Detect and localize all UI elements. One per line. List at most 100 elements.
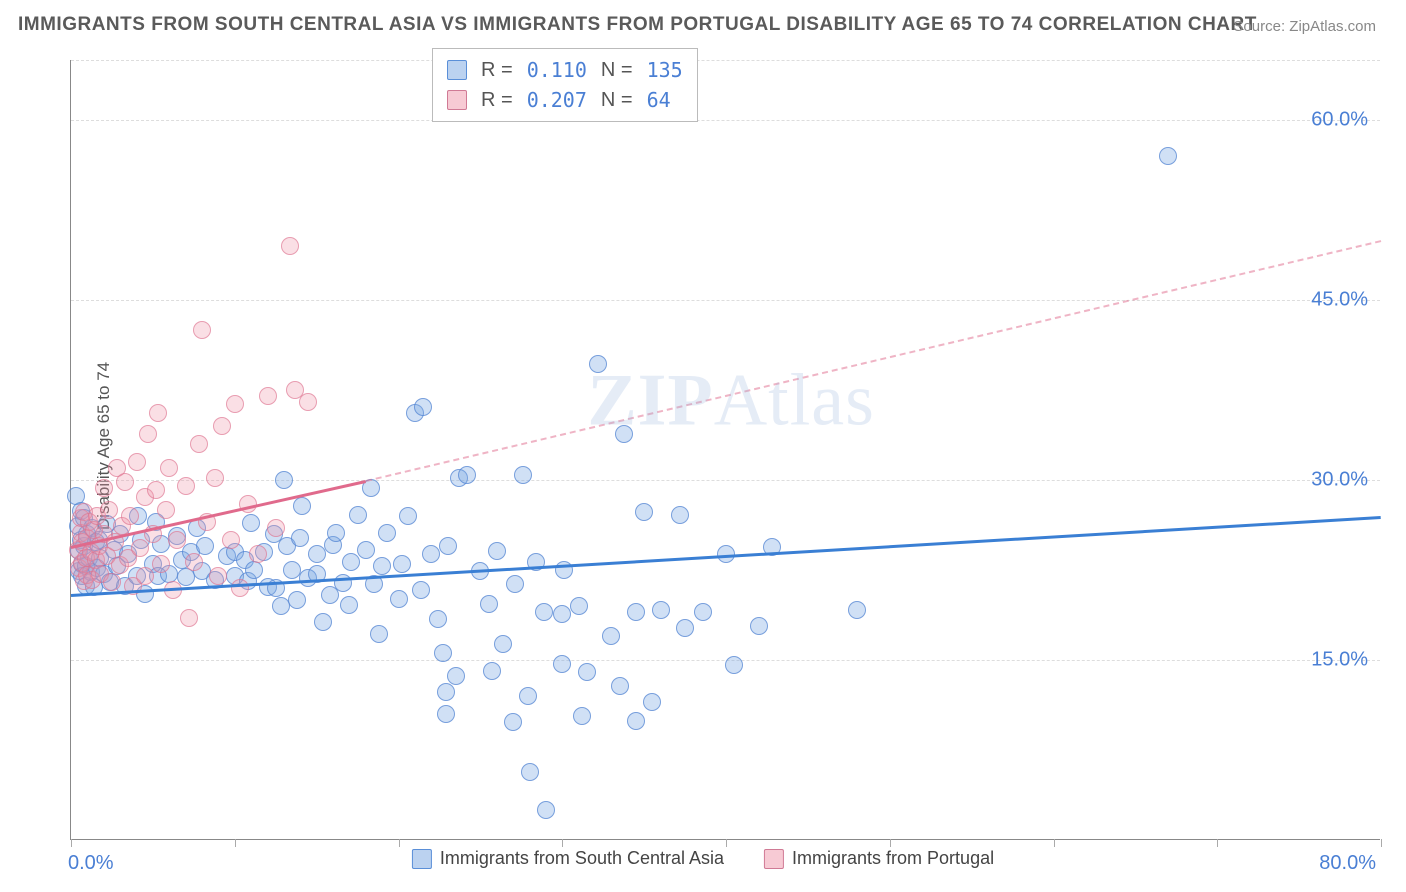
scatter-point [149, 404, 167, 422]
scatter-point [422, 545, 440, 563]
scatter-point [226, 395, 244, 413]
scatter-point [750, 617, 768, 635]
scatter-point [676, 619, 694, 637]
scatter-point [259, 387, 277, 405]
scatter-point [535, 603, 553, 621]
scatter-point [458, 466, 476, 484]
scatter-point [414, 398, 432, 416]
x-tick [235, 839, 236, 847]
scatter-point [128, 453, 146, 471]
y-tick-label: 15.0% [1311, 649, 1368, 672]
x-tick [726, 839, 727, 847]
legend-label-1: Immigrants from South Central Asia [440, 848, 724, 869]
legend-stats-row-1: R = 0.110 N = 135 [447, 55, 683, 85]
scatter-point [168, 531, 186, 549]
r-value-1: 0.110 [527, 55, 587, 85]
scatter-point [373, 557, 391, 575]
scatter-point [437, 705, 455, 723]
scatter-point [627, 712, 645, 730]
scatter-point [519, 687, 537, 705]
chart-container: IMMIGRANTS FROM SOUTH CENTRAL ASIA VS IM… [0, 0, 1406, 892]
scatter-point [521, 763, 539, 781]
scatter-point [206, 469, 224, 487]
legend-stats-box: R = 0.110 N = 135 R = 0.207 N = 64 [432, 48, 698, 122]
x-tick [890, 839, 891, 847]
gridline [71, 300, 1380, 301]
legend-bottom: Immigrants from South Central Asia Immig… [412, 848, 994, 869]
scatter-point [393, 555, 411, 573]
gridline [71, 480, 1380, 481]
scatter-point [314, 613, 332, 631]
scatter-point [340, 596, 358, 614]
scatter-point [160, 459, 178, 477]
scatter-point [480, 595, 498, 613]
scatter-point [488, 542, 506, 560]
scatter-point [504, 713, 522, 731]
scatter-point [399, 507, 417, 525]
x-tick [399, 839, 400, 847]
legend-label-2: Immigrants from Portugal [792, 848, 994, 869]
scatter-point [283, 561, 301, 579]
gridline [71, 120, 1380, 121]
scatter-point [652, 601, 670, 619]
scatter-point [627, 603, 645, 621]
scatter-point [131, 539, 149, 557]
plot-area: 15.0%30.0%45.0%60.0% [70, 60, 1380, 840]
scatter-point [190, 435, 208, 453]
trendline [366, 240, 1382, 482]
x-tick [71, 839, 72, 847]
scatter-point [437, 683, 455, 701]
y-tick-label: 30.0% [1311, 469, 1368, 492]
r-label-2: R = [481, 85, 513, 115]
gridline [71, 60, 1380, 61]
scatter-point [553, 655, 571, 673]
scatter-point [611, 677, 629, 695]
scatter-point [578, 663, 596, 681]
scatter-point [308, 545, 326, 563]
scatter-point [95, 479, 113, 497]
source-label: Source: [1233, 18, 1285, 35]
scatter-point [193, 321, 211, 339]
x-tick [562, 839, 563, 847]
scatter-point [288, 591, 306, 609]
scatter-point [514, 466, 532, 484]
scatter-point [357, 541, 375, 559]
scatter-point [434, 644, 452, 662]
source-attribution: Source: ZipAtlas.com [1233, 18, 1376, 35]
n-value-1: 135 [647, 55, 683, 85]
x-max-label: 80.0% [1319, 852, 1376, 875]
scatter-point [100, 501, 118, 519]
scatter-point [196, 537, 214, 555]
x-tick [1054, 839, 1055, 847]
swatch-blue-icon [447, 60, 467, 80]
scatter-point [185, 553, 203, 571]
scatter-point [483, 662, 501, 680]
scatter-point [157, 501, 175, 519]
scatter-point [429, 610, 447, 628]
scatter-point [439, 537, 457, 555]
scatter-point [447, 667, 465, 685]
scatter-point [147, 481, 165, 499]
scatter-point [573, 707, 591, 725]
scatter-point [242, 514, 260, 532]
x-origin-label: 0.0% [68, 852, 114, 875]
scatter-point [327, 524, 345, 542]
scatter-point [602, 627, 620, 645]
n-label-2: N = [601, 85, 633, 115]
scatter-point [249, 545, 267, 563]
scatter-point [222, 531, 240, 549]
r-label-1: R = [481, 55, 513, 85]
x-tick [1217, 839, 1218, 847]
legend-item-2: Immigrants from Portugal [764, 848, 994, 869]
scatter-point [209, 567, 227, 585]
scatter-point [537, 801, 555, 819]
scatter-point [139, 425, 157, 443]
scatter-point [180, 609, 198, 627]
n-value-2: 64 [647, 85, 671, 115]
n-label-1: N = [601, 55, 633, 85]
scatter-point [370, 625, 388, 643]
scatter-point [299, 393, 317, 411]
scatter-point [390, 590, 408, 608]
scatter-point [349, 506, 367, 524]
chart-title: IMMIGRANTS FROM SOUTH CENTRAL ASIA VS IM… [18, 14, 1257, 36]
